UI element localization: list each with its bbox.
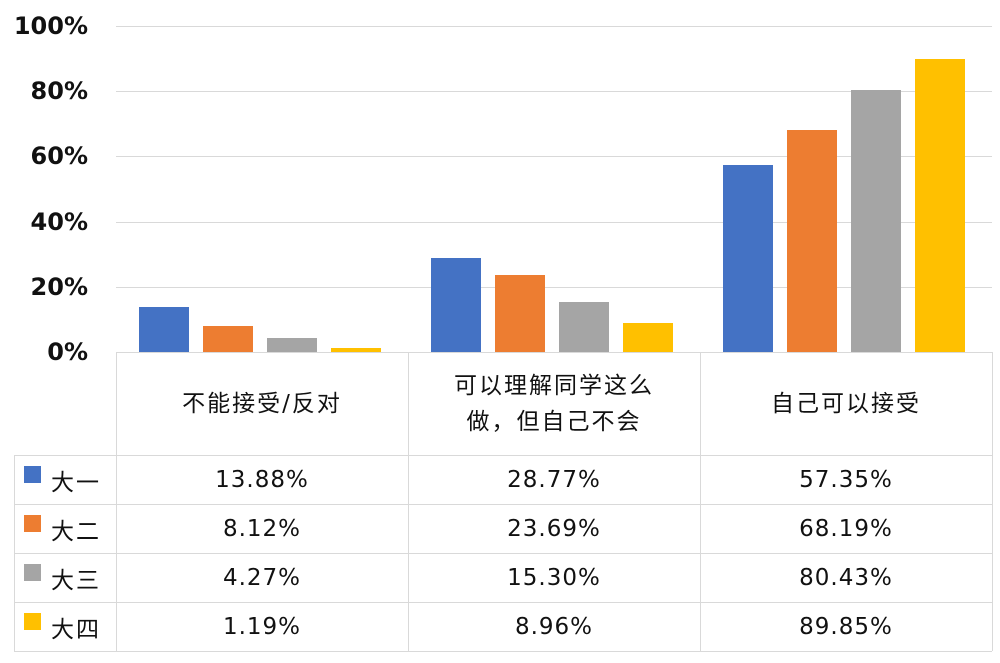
category-label-line: 不能接受/反对 [182,390,342,417]
axis-line [116,352,992,353]
category-label-text: 自己可以接受 [771,386,921,422]
legend-label: 大三 [51,567,101,594]
gridline [116,91,992,92]
legend-entry: 大三 [14,553,116,602]
table-cell: 57.35% [799,466,893,493]
table-cell: 4.27% [222,564,302,591]
table-cell: 13.88% [215,466,309,493]
legend-entry: 大四 [14,602,116,651]
bar-大二-0 [203,325,253,352]
bar-大一-1 [431,258,481,352]
table-border [14,651,992,652]
legend-entry: 大一 [14,455,116,504]
legend-swatch-icon [24,466,41,483]
table-border [14,553,992,554]
table-cell: 89.85% [799,613,893,640]
table-cell: 8.12% [222,515,302,542]
y-tick-label: 100% [13,12,88,40]
table-cell: 8.96% [514,613,594,640]
bar-大三-2 [851,89,901,352]
table-cell: 15.30% [507,564,601,591]
legend-label: 大二 [51,518,101,545]
table-cell: 68.19% [799,515,893,542]
y-tick-label: 20% [30,272,88,301]
category-label: 自己可以接受 [700,352,992,455]
y-tick-label: 0% [47,338,88,366]
legend-label: 大四 [51,616,101,643]
category-label-line: 自己可以接受 [771,390,921,417]
table-cell: 28.77% [507,466,601,493]
legend-swatch-icon [24,515,41,532]
table-border [14,602,992,603]
gridline [116,156,992,157]
bar-大三-1 [559,302,609,352]
legend-label: 大一 [51,469,101,496]
gridline [116,222,992,223]
table-border [408,352,409,651]
bar-大二-1 [495,274,545,352]
table-border [700,352,701,651]
table-cell: 23.69% [507,515,601,542]
legend-swatch-icon [24,613,41,630]
bar-大四-1 [623,322,673,352]
bar-大四-0 [331,348,381,352]
category-label: 可以理解同学这么 做，但自己不会 [408,352,700,455]
bar-大一-0 [139,306,189,352]
bar-大四-2 [915,59,965,352]
y-tick-label: 60% [30,142,88,171]
bar-大一-2 [723,165,773,352]
bar-大二-2 [787,129,837,352]
table-border [14,504,992,505]
table-cell: 1.19% [222,613,302,640]
table-cell: 80.43% [799,564,893,591]
table-border [116,352,117,651]
category-label-text: 不能接受/反对 [182,386,342,422]
category-label-line: 可以理解同学这么 [454,372,654,399]
y-tick-label: 40% [30,207,88,236]
legend-entry: 大二 [14,504,116,553]
category-label-text: 可以理解同学这么 做，但自己不会 [454,368,654,440]
bar-大三-0 [267,338,317,352]
table-border [14,455,992,456]
table-border [992,352,993,651]
category-label: 不能接受/反对 [116,352,408,455]
gridline [116,26,992,27]
gridline [116,287,992,288]
legend-swatch-icon [24,564,41,581]
y-tick-label: 80% [30,77,88,106]
category-label-line: 做，但自己不会 [466,408,642,435]
